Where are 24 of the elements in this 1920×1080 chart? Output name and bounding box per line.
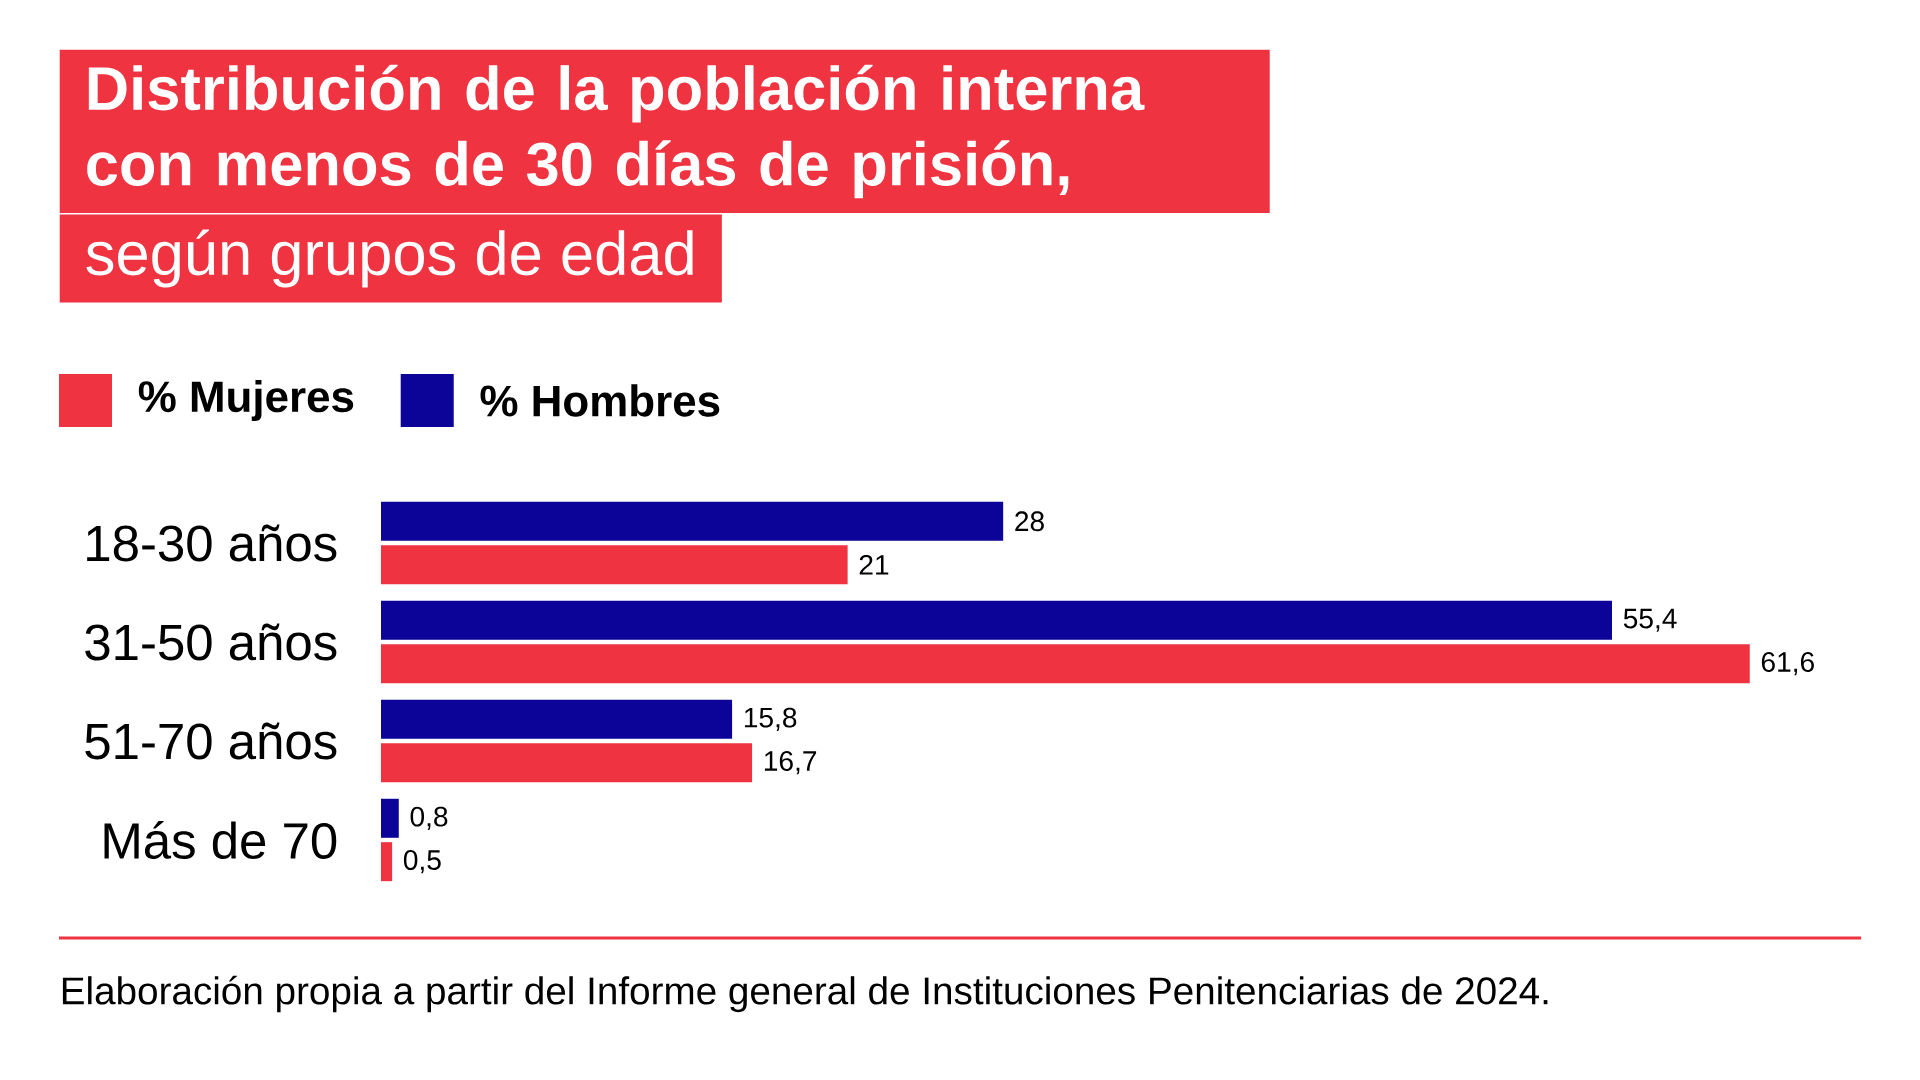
bar bbox=[381, 545, 848, 585]
bar bbox=[381, 501, 1004, 541]
bar bbox=[381, 600, 1612, 640]
text: Elaboración propia a partir del Informe general de Instituciones Penitenciarias de 2024. bbox=[62, 975, 1548, 1013]
data-label: 21 bbox=[859, 554, 889, 575]
data-label: 0,8 bbox=[410, 806, 448, 830]
y-tick-label: 18-30 años bbox=[87, 524, 337, 562]
data-label: 55,4 bbox=[1623, 608, 1677, 632]
bar bbox=[381, 743, 753, 783]
y-tick-label: 31-50 años bbox=[85, 623, 337, 661]
data-label: 0,5 bbox=[403, 850, 441, 874]
data-label: 16,7 bbox=[764, 751, 817, 775]
data-label: 28 bbox=[1015, 511, 1044, 532]
y-tick-label: Más de 70 bbox=[104, 820, 337, 859]
bar bbox=[381, 798, 399, 838]
bar bbox=[381, 644, 1750, 684]
legend-label: % Mujeres bbox=[138, 379, 354, 421]
data-label: 61,6 bbox=[1761, 652, 1814, 676]
bar bbox=[381, 699, 733, 739]
legend-label: % Hombres bbox=[480, 384, 720, 417]
y-tick-label: 51-70 años bbox=[85, 722, 337, 760]
bar bbox=[381, 842, 393, 882]
data-label: 15,8 bbox=[744, 707, 797, 731]
chart-subtitle: según grupos de edad bbox=[86, 229, 693, 288]
